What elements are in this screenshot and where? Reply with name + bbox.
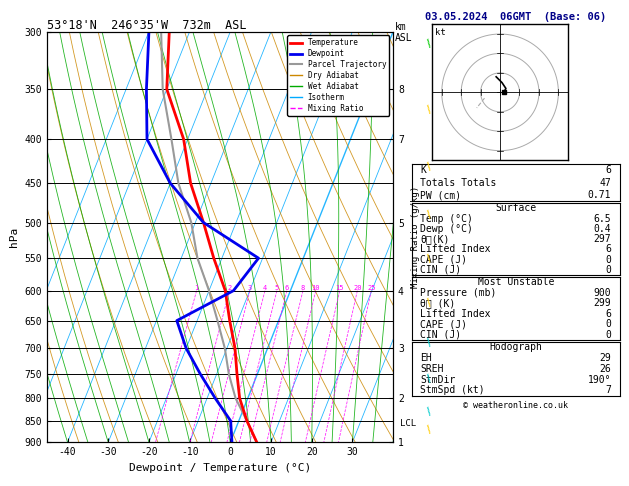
Text: θᴇ(K): θᴇ(K) bbox=[420, 234, 450, 244]
Text: SREH: SREH bbox=[420, 364, 444, 374]
Text: © weatheronline.co.uk: © weatheronline.co.uk bbox=[464, 401, 568, 411]
Text: /: / bbox=[426, 253, 433, 263]
Text: Totals Totals: Totals Totals bbox=[420, 178, 497, 188]
Text: 900: 900 bbox=[594, 288, 611, 298]
Text: 8: 8 bbox=[301, 285, 305, 291]
Text: 1: 1 bbox=[194, 285, 199, 291]
X-axis label: Dewpoint / Temperature (°C): Dewpoint / Temperature (°C) bbox=[129, 463, 311, 473]
Text: CAPE (J): CAPE (J) bbox=[420, 319, 467, 330]
Text: PW (cm): PW (cm) bbox=[420, 190, 462, 200]
Text: 29: 29 bbox=[599, 353, 611, 363]
Text: 0: 0 bbox=[605, 319, 611, 330]
Text: /: / bbox=[426, 161, 433, 172]
Text: 0: 0 bbox=[605, 265, 611, 275]
Text: /: / bbox=[426, 338, 433, 348]
Text: Dewp (°C): Dewp (°C) bbox=[420, 224, 473, 234]
Text: 6: 6 bbox=[605, 244, 611, 254]
Text: 7: 7 bbox=[605, 385, 611, 395]
Text: 6.5: 6.5 bbox=[594, 213, 611, 224]
Text: LCL: LCL bbox=[400, 418, 416, 428]
Text: StmSpd (kt): StmSpd (kt) bbox=[420, 385, 485, 395]
Text: 26: 26 bbox=[599, 364, 611, 374]
Text: 190°: 190° bbox=[587, 375, 611, 384]
Text: 297: 297 bbox=[594, 234, 611, 244]
Text: 25: 25 bbox=[367, 285, 376, 291]
Text: /: / bbox=[426, 374, 433, 384]
Text: 2: 2 bbox=[228, 285, 231, 291]
Text: CAPE (J): CAPE (J) bbox=[420, 255, 467, 265]
Text: 6: 6 bbox=[605, 309, 611, 319]
Text: 6: 6 bbox=[605, 165, 611, 175]
Text: /: / bbox=[426, 424, 433, 435]
Text: 20: 20 bbox=[353, 285, 362, 291]
Text: /: / bbox=[426, 210, 433, 220]
Text: 0: 0 bbox=[605, 255, 611, 265]
Text: /: / bbox=[426, 39, 433, 49]
Text: 03.05.2024  06GMT  (Base: 06): 03.05.2024 06GMT (Base: 06) bbox=[425, 12, 606, 22]
Text: /: / bbox=[426, 105, 433, 115]
Text: 10: 10 bbox=[311, 285, 320, 291]
Text: 0: 0 bbox=[605, 330, 611, 340]
Text: km
ASL: km ASL bbox=[394, 22, 412, 43]
Text: /: / bbox=[426, 407, 433, 417]
Text: 53°18'N  246°35'W  732m  ASL: 53°18'N 246°35'W 732m ASL bbox=[47, 18, 247, 32]
Y-axis label: hPa: hPa bbox=[9, 227, 19, 247]
Text: CIN (J): CIN (J) bbox=[420, 330, 462, 340]
Text: kt: kt bbox=[435, 28, 445, 37]
Text: CIN (J): CIN (J) bbox=[420, 265, 462, 275]
Text: Hodograph: Hodograph bbox=[489, 343, 542, 352]
Text: StmDir: StmDir bbox=[420, 375, 455, 384]
Text: /: / bbox=[426, 298, 433, 308]
Text: 299: 299 bbox=[594, 298, 611, 308]
Legend: Temperature, Dewpoint, Parcel Trajectory, Dry Adiabat, Wet Adiabat, Isotherm, Mi: Temperature, Dewpoint, Parcel Trajectory… bbox=[287, 35, 389, 116]
Text: 4: 4 bbox=[263, 285, 267, 291]
Text: 6: 6 bbox=[285, 285, 289, 291]
Text: Lifted Index: Lifted Index bbox=[420, 244, 491, 254]
Text: K: K bbox=[420, 165, 426, 175]
Text: Pressure (mb): Pressure (mb) bbox=[420, 288, 497, 298]
Text: Surface: Surface bbox=[495, 203, 537, 213]
Text: 15: 15 bbox=[335, 285, 344, 291]
Text: θᴇ (K): θᴇ (K) bbox=[420, 298, 455, 308]
Text: 0.4: 0.4 bbox=[594, 224, 611, 234]
Text: 5: 5 bbox=[275, 285, 279, 291]
Text: Lifted Index: Lifted Index bbox=[420, 309, 491, 319]
Text: Most Unstable: Most Unstable bbox=[477, 278, 554, 287]
Text: 47: 47 bbox=[599, 178, 611, 188]
Text: 3: 3 bbox=[248, 285, 252, 291]
Text: 0.71: 0.71 bbox=[587, 190, 611, 200]
Text: EH: EH bbox=[420, 353, 432, 363]
Text: Mixing Ratio (g/kg): Mixing Ratio (g/kg) bbox=[411, 186, 420, 288]
Text: Temp (°C): Temp (°C) bbox=[420, 213, 473, 224]
